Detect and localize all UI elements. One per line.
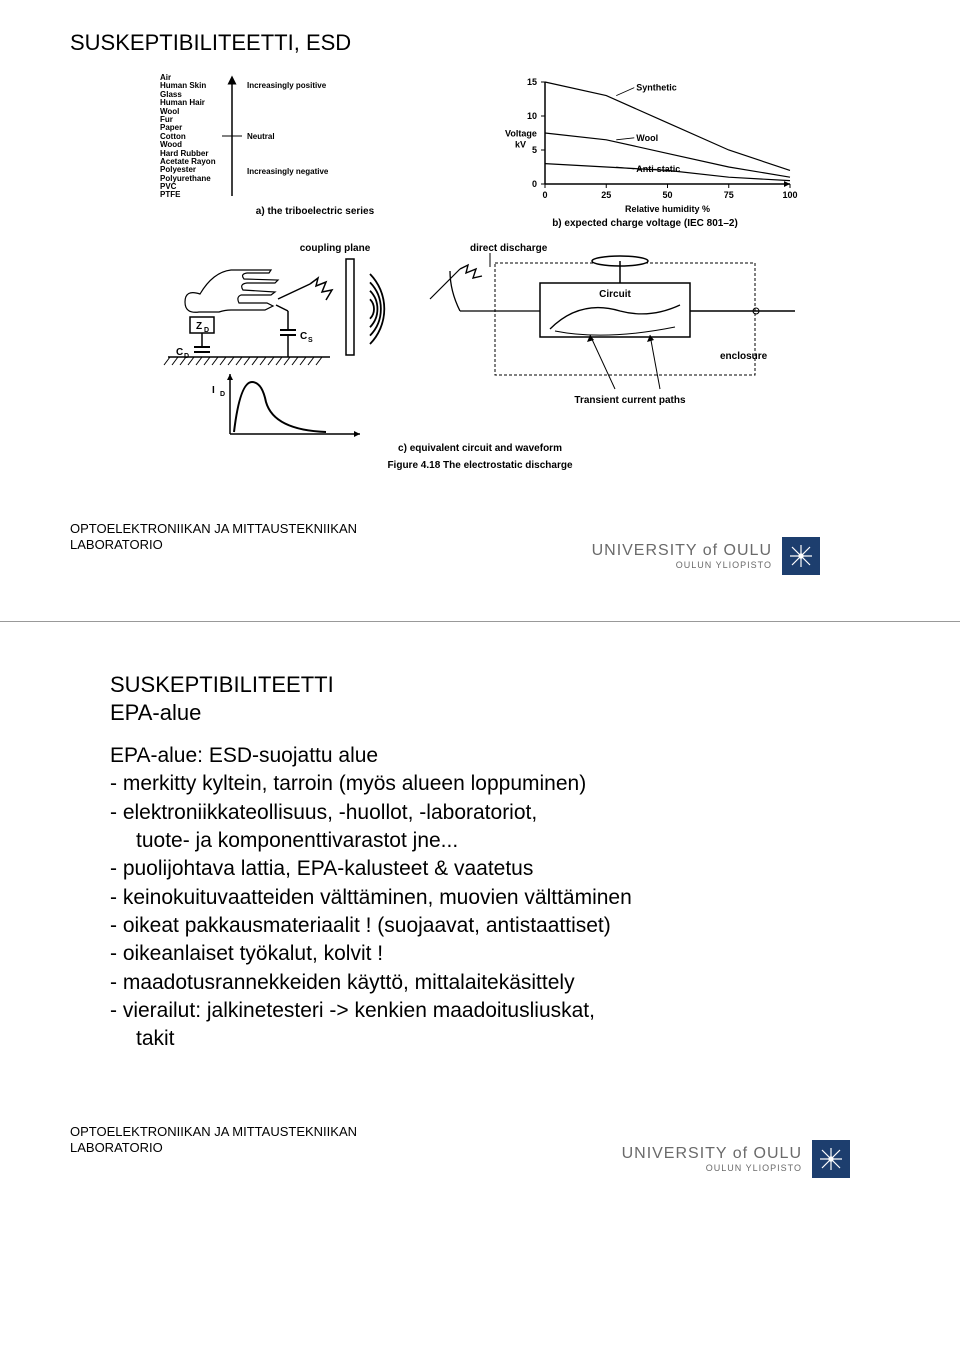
svg-text:Transient current paths: Transient current paths — [574, 395, 686, 406]
figure-area: AirHuman SkinGlassHuman HairWoolFurPaper… — [160, 74, 800, 471]
svg-text:Z: Z — [196, 321, 202, 332]
svg-text:direct discharge: direct discharge — [470, 243, 548, 254]
svg-text:kV: kV — [515, 139, 526, 149]
svg-text:10: 10 — [527, 111, 537, 121]
fig-row-top: AirHuman SkinGlassHuman HairWoolFurPaper… — [160, 74, 800, 229]
svg-text:5: 5 — [532, 145, 537, 155]
svg-text:coupling plane: coupling plane — [300, 243, 371, 254]
university-text-2: UNIVERSITY of OULU OULUN YLIOPISTO — [622, 1145, 802, 1173]
slide-2: SUSKEPTIBILITEETTI EPA-alue EPA-alue: ES… — [0, 622, 960, 1224]
uni-big-2: UNIVERSITY of OULU — [622, 1145, 802, 1163]
lab2-line1: OPTOELEKTRONIIKAN JA MITTAUSTEKNIIKAN — [70, 1124, 870, 1140]
svg-text:D: D — [204, 327, 209, 334]
body-line: - merkitty kyltein, tarroin (myös alueen… — [110, 770, 870, 798]
svg-text:S: S — [308, 337, 313, 344]
svg-text:Voltage: Voltage — [505, 128, 537, 138]
tribo-bot-label: Increasingly negative — [247, 167, 329, 176]
university-logo — [782, 537, 820, 575]
body-line: - keinokuituvaatteiden välttäminen, muov… — [110, 884, 870, 912]
snowflake-icon — [818, 1146, 844, 1172]
snowflake-icon — [788, 543, 814, 569]
uni-small: OULUN YLIOPISTO — [592, 560, 772, 570]
svg-text:C: C — [300, 331, 307, 342]
slide2-title1: SUSKEPTIBILITEETTI — [110, 672, 870, 698]
svg-text:Anti-static: Anti-static — [636, 164, 680, 174]
circuit-panel: coupling planedirect dischargeZDCDCSencl… — [160, 239, 800, 454]
uni-big: UNIVERSITY of OULU — [592, 542, 772, 560]
lab-line1: OPTOELEKTRONIIKAN JA MITTAUSTEKNIIKAN — [70, 521, 890, 537]
slide1-footer: OPTOELEKTRONIIKAN JA MITTAUSTEKNIIKAN LA… — [70, 521, 890, 581]
body-line: - oikeat pakkausmateriaalit ! (suojaavat… — [110, 912, 870, 940]
svg-text:50: 50 — [662, 190, 672, 200]
circuit-diagram: coupling planedirect dischargeZDCDCSencl… — [160, 239, 800, 439]
body-line: EPA-alue: ESD-suojattu alue — [110, 742, 870, 770]
svg-text:I: I — [212, 385, 215, 396]
tribo-arrow-svg: Increasingly positive Neutral Increasing… — [222, 74, 392, 202]
body-line: - oikeanlaiset työkalut, kolvit ! — [110, 940, 870, 968]
svg-text:Wool: Wool — [636, 133, 658, 143]
slide2-title2: EPA-alue — [110, 700, 870, 726]
uni-small-2: OULUN YLIOPISTO — [622, 1163, 802, 1173]
body-line: - vierailut: jalkinetesteri -> kenkien m… — [110, 997, 870, 1025]
body-line: takit — [110, 1025, 870, 1053]
svg-text:Synthetic: Synthetic — [636, 83, 677, 93]
slide2-body: EPA-alue: ESD-suojattu alue- merkitty ky… — [110, 742, 870, 1054]
svg-text:100: 100 — [782, 190, 797, 200]
figure-main-caption: Figure 4.18 The electrostatic discharge — [160, 460, 800, 471]
university-logo-2 — [812, 1140, 850, 1178]
body-line: - elektroniikkateollisuus, -huollot, -la… — [110, 799, 870, 827]
body-line: - maadotusrannekkeiden käyttö, mittalait… — [110, 969, 870, 997]
svg-text:25: 25 — [601, 190, 611, 200]
tribo-top-label: Increasingly positive — [247, 81, 327, 90]
tribo-list: AirHuman SkinGlassHuman HairWoolFurPaper… — [160, 74, 216, 200]
tribo-item: PTFE — [160, 191, 216, 199]
svg-text:Circuit: Circuit — [599, 289, 631, 300]
svg-text:enclosure: enclosure — [720, 351, 768, 362]
body-line: - puolijohtava lattia, EPA-kalusteet & v… — [110, 855, 870, 883]
chart-caption: b) expected charge voltage (IEC 801–2) — [490, 218, 800, 229]
tribo-caption: a) the triboelectric series — [160, 206, 470, 217]
svg-text:15: 15 — [527, 77, 537, 87]
svg-text:0: 0 — [532, 179, 537, 189]
tribo-panel: AirHuman SkinGlassHuman HairWoolFurPaper… — [160, 74, 470, 229]
svg-text:D: D — [220, 391, 225, 398]
slide-title: SUSKEPTIBILITEETTI, ESD — [70, 30, 890, 56]
svg-text:75: 75 — [724, 190, 734, 200]
circuit-caption: c) equivalent circuit and waveform — [160, 443, 800, 454]
slide-1: SUSKEPTIBILITEETTI, ESD AirHuman SkinGla… — [0, 0, 960, 621]
body-line: tuote- ja komponenttivarastot jne... — [110, 827, 870, 855]
voltage-chart: 0 5 10 15 0 25 50 75 100 VoltagekV Relative humidi… — [490, 74, 800, 214]
svg-text:0: 0 — [542, 190, 547, 200]
chart-panel: 0 5 10 15 0 25 50 75 100 VoltagekV Relative humidi… — [490, 74, 800, 229]
svg-text:Relative humidity %: Relative humidity % — [625, 204, 710, 214]
university-block-2: UNIVERSITY of OULU OULUN YLIOPISTO — [622, 1140, 850, 1178]
slide2-footer: OPTOELEKTRONIIKAN JA MITTAUSTEKNIIKAN LA… — [110, 1124, 870, 1184]
university-text: UNIVERSITY of OULU OULUN YLIOPISTO — [592, 542, 772, 570]
university-block: UNIVERSITY of OULU OULUN YLIOPISTO — [592, 537, 820, 575]
tribo-mid-label: Neutral — [247, 132, 275, 141]
